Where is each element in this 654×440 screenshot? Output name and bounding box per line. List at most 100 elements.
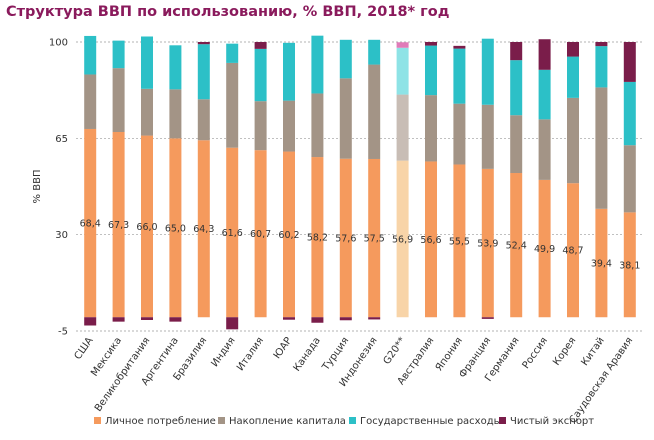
- bar-segment: [197, 44, 210, 100]
- bar-segment: [84, 317, 97, 326]
- data-label: 60,2: [278, 230, 299, 241]
- data-label: 67,3: [108, 220, 129, 231]
- category-label: Турция: [320, 335, 351, 373]
- bar-segment: [538, 119, 551, 180]
- bar-segment: [481, 38, 494, 105]
- bar-segment: [623, 81, 636, 146]
- bar-segment: [396, 47, 409, 95]
- data-label: 55,5: [449, 236, 470, 247]
- legend-label: Накопление капитала: [229, 416, 346, 427]
- bar-segment: [254, 150, 267, 318]
- bar-segment: [197, 140, 210, 318]
- category-label: США: [73, 335, 96, 362]
- bar-segment: [453, 48, 466, 104]
- bar-segment: [595, 42, 608, 47]
- data-label: 38,1: [619, 260, 640, 271]
- bar-segment: [169, 45, 182, 90]
- bar-segment: [226, 147, 239, 318]
- bar-segment: [283, 42, 295, 101]
- y-tick-label: 30: [55, 230, 68, 241]
- bar-segment: [567, 97, 579, 184]
- legend-label: Личное потребление: [105, 416, 216, 427]
- bar-segment: [84, 35, 97, 75]
- bar-segment: [453, 164, 466, 318]
- bar-segment: [226, 43, 239, 63]
- bar-segment: [396, 42, 409, 48]
- bar-segment: [112, 40, 125, 69]
- legend-swatch: [349, 417, 356, 424]
- data-label: 66,0: [136, 222, 157, 233]
- bar-segment: [283, 317, 295, 320]
- bar-segment: [623, 145, 636, 213]
- bar-segment: [510, 173, 523, 318]
- bar-segment: [254, 48, 267, 102]
- bar-segment: [595, 46, 608, 88]
- bar-segment: [339, 317, 352, 321]
- bar-segment: [396, 160, 409, 318]
- bar-segment: [623, 212, 636, 318]
- bar-segment: [141, 36, 153, 89]
- data-label: 64,3: [193, 224, 214, 235]
- legend-swatch: [499, 417, 506, 424]
- category-label: Россия: [521, 335, 550, 371]
- bar-segment: [311, 157, 324, 318]
- legend-label: Государственные расходы: [360, 416, 502, 427]
- bar-segment: [311, 317, 324, 323]
- bar-segment: [481, 168, 494, 318]
- bar-segment: [510, 42, 523, 61]
- bar-segment: [226, 317, 239, 330]
- category-label: Япония: [434, 335, 465, 373]
- bar-segment: [510, 115, 523, 174]
- data-label: 56,6: [420, 235, 441, 246]
- data-label: 60,7: [250, 229, 271, 240]
- bar-segment: [481, 317, 494, 319]
- chart-title: Структура ВВП по использованию, % ВВП, 2…: [6, 4, 450, 20]
- bar-segment: [425, 42, 437, 46]
- data-label: 56,9: [392, 234, 413, 245]
- bar-segment: [595, 87, 608, 209]
- bar-segment: [425, 161, 437, 318]
- bar-segment: [112, 317, 125, 322]
- data-label: 53,9: [477, 239, 498, 250]
- bar-segment: [538, 39, 551, 70]
- bar-segment: [623, 42, 636, 82]
- bar-segment: [169, 89, 182, 139]
- bar-segment: [453, 103, 466, 165]
- bar-segment: [112, 132, 125, 318]
- bar-segment: [368, 158, 381, 318]
- bar-segment: [368, 39, 381, 65]
- bar-segment: [396, 94, 409, 161]
- bar-segment: [425, 45, 437, 96]
- y-tick-label: -5: [58, 327, 68, 338]
- legend-swatch: [94, 417, 101, 424]
- bar-segment: [368, 64, 381, 159]
- bar-segment: [141, 135, 153, 318]
- bar-segment: [283, 100, 295, 152]
- y-tick-label: 100: [49, 38, 68, 49]
- bar-segment: [254, 101, 267, 151]
- bar-segment: [169, 138, 182, 318]
- legend-swatch: [218, 417, 225, 424]
- data-label: 57,5: [364, 234, 385, 245]
- bar-segment: [254, 42, 267, 49]
- bar-segment: [311, 35, 324, 94]
- data-label: 49,9: [534, 244, 555, 255]
- bar-segment: [226, 62, 239, 148]
- bar-segment: [141, 88, 153, 136]
- bar-segment: [283, 151, 295, 318]
- category-label: Китай: [579, 335, 606, 368]
- y-axis-title: % ВВП: [32, 170, 43, 204]
- category-label: G20**: [382, 335, 408, 366]
- data-label: 68,4: [80, 219, 101, 230]
- bar-segment: [481, 104, 494, 169]
- bar-segment: [453, 45, 466, 49]
- data-label: 48,7: [562, 246, 583, 257]
- data-label: 39,4: [591, 259, 612, 270]
- data-label: 57,6: [335, 233, 356, 244]
- bar-segment: [311, 93, 324, 158]
- bar-segment: [567, 56, 579, 98]
- data-label: 58,2: [307, 233, 328, 244]
- data-label: 65,0: [165, 223, 186, 234]
- bar-segment: [339, 78, 352, 159]
